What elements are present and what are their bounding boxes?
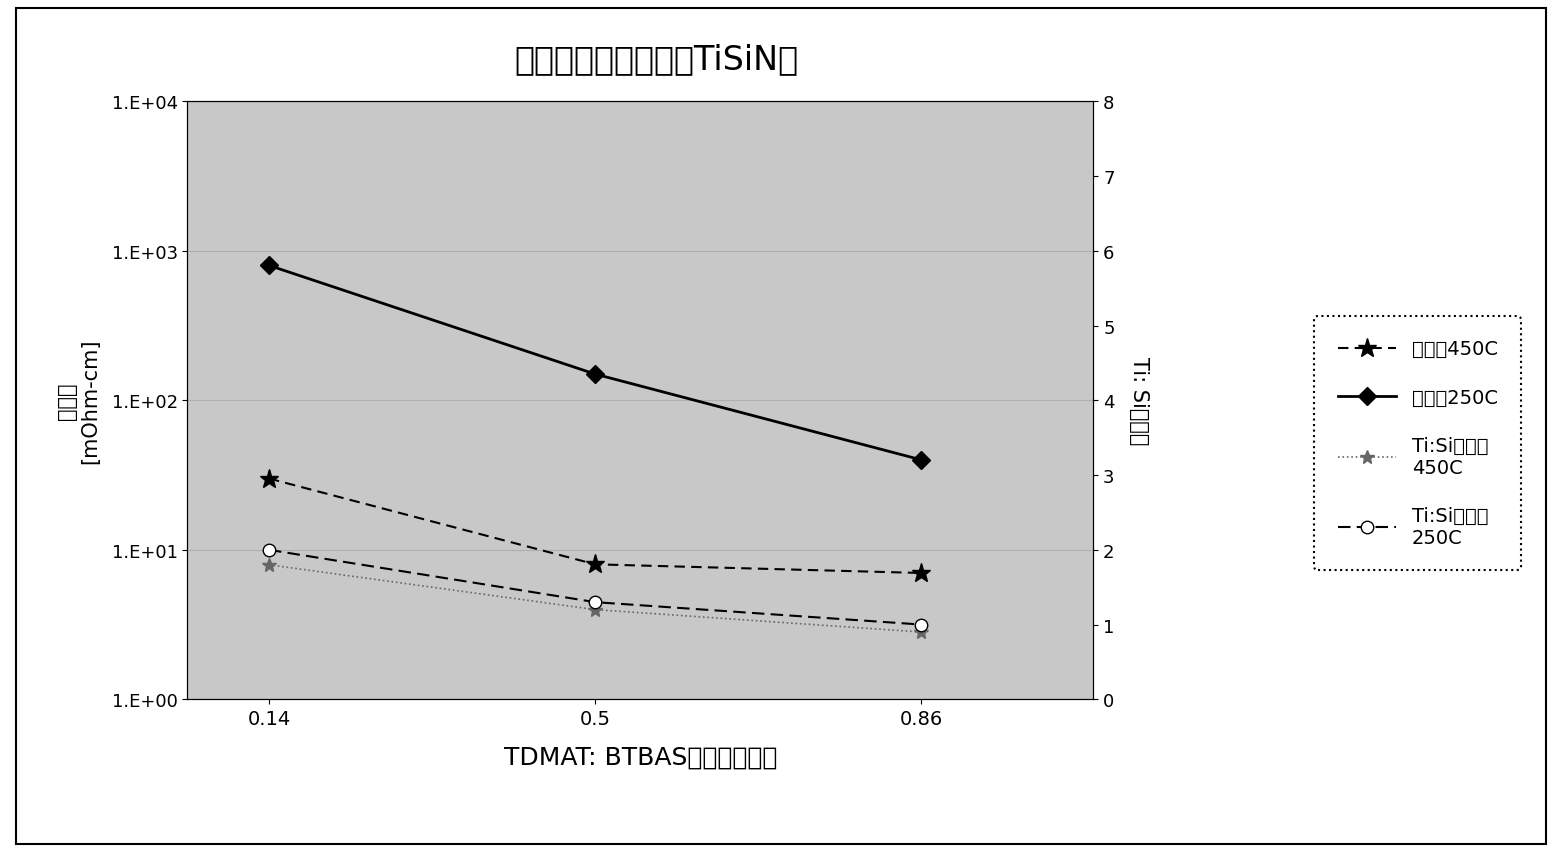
- Line: Ti:Si原子比
450C: Ti:Si原子比 450C: [262, 558, 928, 639]
- Ti:Si原子比
450C: [259, 560, 278, 570]
- 电阻率250C: [912, 456, 931, 466]
- 电阻率450C: [912, 568, 931, 578]
- X-axis label: TDMAT: BTBAS的脉冲时间比: TDMAT: BTBAS的脉冲时间比: [503, 745, 778, 769]
- Line: Ti:Si原子比
250C: Ti:Si原子比 250C: [262, 544, 928, 631]
- 电阻率250C: [586, 369, 604, 380]
- Ti:Si原子比
450C: [912, 627, 931, 637]
- Ti:Si原子比
250C: [912, 619, 931, 630]
- 电阻率250C: [259, 261, 278, 271]
- Y-axis label: Ti: Si原子比: Ti: Si原子比: [1129, 357, 1150, 445]
- Ti:Si原子比
250C: [259, 545, 278, 555]
- Text: 等离子增强循环沉积TiSiN膜: 等离子增强循环沉积TiSiN膜: [514, 43, 798, 76]
- 电阻率450C: [586, 560, 604, 570]
- Line: 电阻率250C: 电阻率250C: [262, 260, 928, 467]
- Ti:Si原子比
250C: [586, 597, 604, 607]
- Legend: 电阻率450C, 电阻率250C, Ti:Si原子比
450C, Ti:Si原子比
250C: 电阻率450C, 电阻率250C, Ti:Si原子比 450C, Ti:Si原子…: [1315, 316, 1521, 571]
- Ti:Si原子比
450C: [586, 605, 604, 615]
- Y-axis label: 电阻率
[mOhm-cm]: 电阻率 [mOhm-cm]: [58, 339, 100, 463]
- Line: 电阻率450C: 电阻率450C: [259, 469, 931, 583]
- 电阻率450C: [259, 474, 278, 485]
